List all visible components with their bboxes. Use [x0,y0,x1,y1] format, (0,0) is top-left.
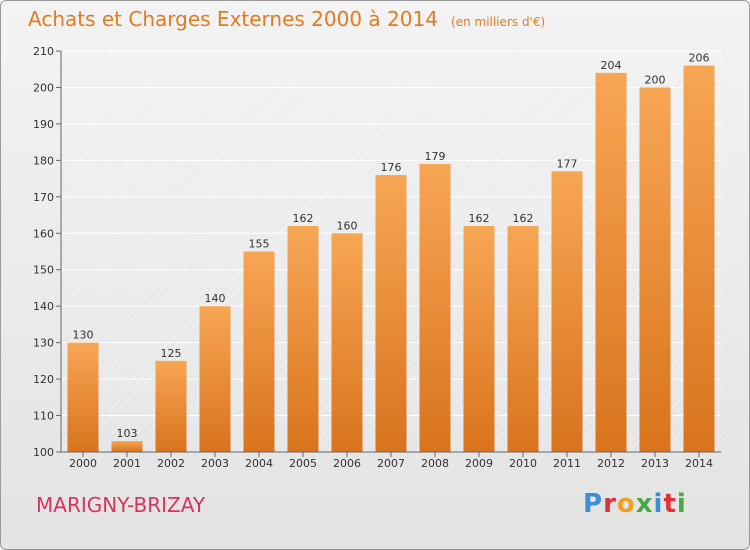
bar-2009 [463,225,495,452]
bar-2004 [243,251,275,452]
y-tick-label: 130 [33,337,54,350]
data-label-2000: 130 [73,329,94,342]
y-tick-label: 140 [33,300,54,313]
data-label-2007: 176 [381,161,402,174]
x-tick-label-2009: 2009 [465,457,493,470]
x-tick-label-2002: 2002 [157,457,185,470]
y-tick-label: 160 [33,227,54,240]
bar-2006 [331,233,363,452]
x-tick-label-2014: 2014 [685,457,713,470]
x-tick-label-2010: 2010 [509,457,537,470]
y-tick-label: 120 [33,373,54,386]
x-tick-label-2001: 2001 [113,457,141,470]
y-tick-label: 150 [33,264,54,277]
y-tick-label: 110 [33,410,54,423]
data-label-2006: 160 [337,219,358,232]
bar-2005 [287,225,319,452]
x-tick-label-2004: 2004 [245,457,273,470]
bar-2003 [199,306,231,452]
data-label-2013: 200 [645,73,666,86]
data-labels: 130 103 125 140 155 162 160 176 179 162 162 177 204 2… [73,52,710,440]
chart-unit: (en milliers d'€) [451,15,546,29]
location-label: MARIGNY-BRIZAY [36,493,206,517]
data-label-2012: 204 [601,59,622,72]
data-label-2002: 125 [161,347,182,360]
x-tick-label-2005: 2005 [289,457,317,470]
chart-title-main: Achats et Charges Externes 2000 à 2014 [28,7,438,31]
bar-2007 [375,174,407,453]
bar-2011 [551,171,583,453]
bar-2001 [111,441,143,452]
bar-2012 [595,72,627,452]
data-label-2004: 155 [249,238,270,251]
x-tick-label-2011: 2011 [553,457,581,470]
x-tick-label-2006: 2006 [333,457,361,470]
bar-2000 [67,342,99,452]
data-label-2010: 162 [513,212,534,225]
y-tick-label: 200 [33,81,54,94]
bars [67,65,715,453]
y-tick-label: 190 [33,118,54,131]
axes: 100 110 120 130 140 150 160 170 180 190 200 210 2000… [33,45,721,470]
data-label-2003: 140 [205,292,226,305]
chart-title: Achats et Charges Externes 2000 à 2014 (… [28,7,545,31]
y-tick-label: 100 [33,446,54,459]
y-tick-label: 210 [33,45,54,58]
bar-2013 [639,87,671,453]
data-label-2014: 206 [689,52,710,65]
y-tick-label: 170 [33,191,54,204]
x-tick-label-2003: 2003 [201,457,229,470]
y-tick-label: 180 [33,154,54,167]
data-label-2009: 162 [469,212,490,225]
x-tick-label-2013: 2013 [641,457,669,470]
bar-2014 [683,65,715,452]
bar-2010 [507,225,539,452]
data-label-2011: 177 [557,157,578,170]
proxiti-logo[interactable]: Proxiti [583,489,687,519]
x-tick-label-2012: 2012 [597,457,625,470]
x-tick-label-2000: 2000 [69,457,97,470]
x-tick-label-2007: 2007 [377,457,405,470]
bar-2008 [419,164,451,452]
x-tick-label-2008: 2008 [421,457,449,470]
data-label-2001: 103 [117,427,138,440]
data-label-2008: 179 [425,150,446,163]
data-label-2005: 162 [293,212,314,225]
bar-2002 [155,360,187,452]
